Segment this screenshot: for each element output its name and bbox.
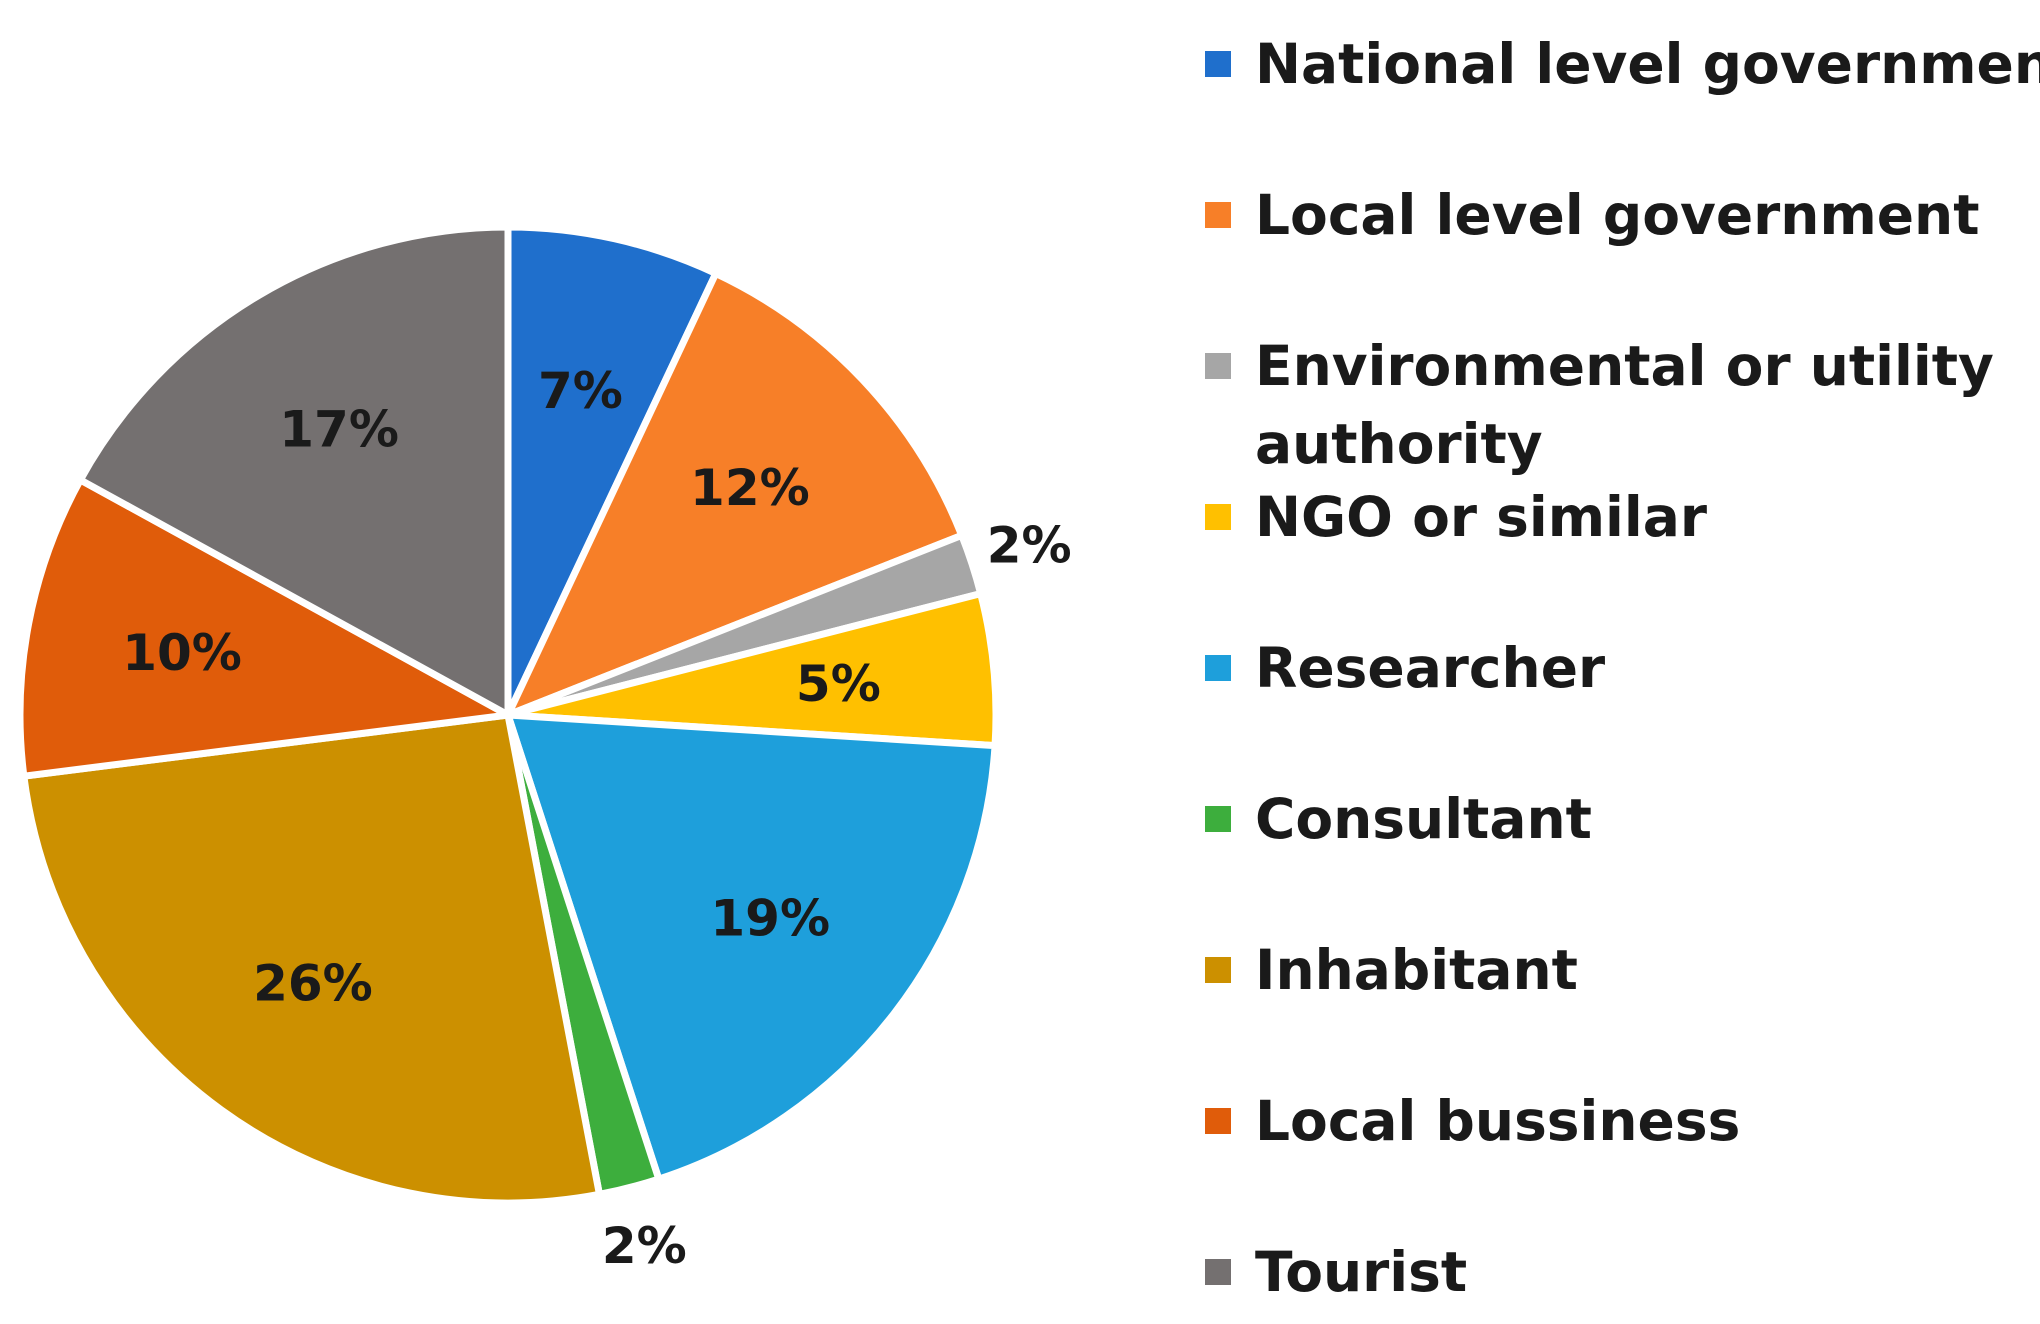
legend-label: Environmental or utility authority xyxy=(1255,334,1994,476)
legend-item: Environmental or utility authority xyxy=(1205,334,1994,476)
legend-item: Consultant xyxy=(1205,787,1592,851)
slice-data-label: 12% xyxy=(690,459,810,517)
legend-swatch xyxy=(1205,957,1231,983)
pie-slice xyxy=(20,711,603,1207)
pie-slice xyxy=(76,223,512,719)
slice-data-label: 26% xyxy=(253,954,373,1012)
legend-swatch xyxy=(1205,51,1231,77)
slice-data-label: 19% xyxy=(710,889,830,947)
pie-slices xyxy=(16,223,1000,1207)
legend-swatch xyxy=(1205,504,1231,530)
slice-data-label: 2% xyxy=(987,517,1072,575)
slice-data-label: 10% xyxy=(122,624,242,682)
legend-item: Local bussiness xyxy=(1205,1089,1740,1153)
pie-slice xyxy=(16,476,512,780)
slice-data-label: 2% xyxy=(602,1217,687,1275)
pie-slice xyxy=(504,711,999,1183)
legend-label: Researcher xyxy=(1255,636,1605,700)
legend: National level government Local level gov… xyxy=(1205,32,2040,1304)
legend-swatch xyxy=(1205,806,1231,832)
legend-item: NGO or similar xyxy=(1205,485,1707,549)
legend-item: Researcher xyxy=(1205,636,1605,700)
legend-swatch xyxy=(1205,1259,1231,1285)
legend-swatch xyxy=(1205,353,1231,379)
legend-item: Inhabitant xyxy=(1205,938,1578,1002)
slice-data-label: 17% xyxy=(279,400,399,458)
slice-data-label: 7% xyxy=(538,362,623,420)
slice-data-label: 5% xyxy=(796,655,881,713)
legend-swatch xyxy=(1205,655,1231,681)
legend-label: Inhabitant xyxy=(1255,938,1578,1002)
legend-item: National level government xyxy=(1205,32,2040,96)
legend-swatch xyxy=(1205,202,1231,228)
legend-label: Tourist xyxy=(1255,1240,1467,1304)
pie-slice xyxy=(504,269,966,719)
legend-label: NGO or similar xyxy=(1255,485,1707,549)
legend-label: Local bussiness xyxy=(1255,1089,1740,1153)
slice-labels: 7% 12% 2% 5% 19% 2% 26% 10% 17% xyxy=(122,362,1071,1275)
pie-slice xyxy=(504,223,720,719)
legend-label: Consultant xyxy=(1255,787,1592,851)
legend-label: National level government xyxy=(1255,32,2040,96)
legend-item: Local level government xyxy=(1205,183,1980,247)
legend-item: Tourist xyxy=(1205,1240,1467,1304)
legend-label: Local level government xyxy=(1255,183,1980,247)
legend-swatch xyxy=(1205,1108,1231,1134)
